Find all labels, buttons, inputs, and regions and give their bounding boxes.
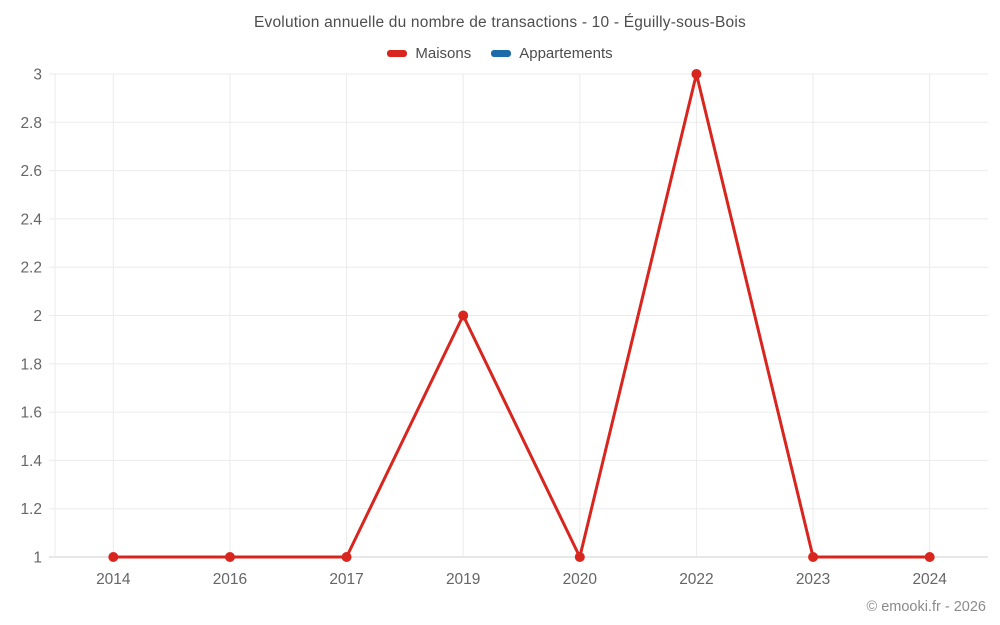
maisons-series-swatch-icon [387, 50, 408, 57]
x-tick-label: 2023 [796, 571, 830, 588]
data-point-marker [691, 69, 702, 79]
y-tick-label: 1 [33, 550, 42, 567]
y-tick-label: 2 [33, 308, 42, 325]
data-point-marker [458, 310, 469, 321]
y-tick-label: 2.8 [20, 115, 42, 132]
x-tick-label: 2020 [563, 571, 598, 588]
x-tick-label: 2016 [213, 571, 247, 588]
y-tick-label: 1.2 [20, 501, 42, 518]
legend-item-maisons[interactable]: Maisons [387, 45, 471, 62]
x-tick-label: 2017 [329, 571, 363, 588]
legend-item-appartements[interactable]: Appartements [491, 45, 613, 62]
legend-label-appartements: Appartements [519, 45, 613, 62]
y-tick-label: 2.6 [20, 163, 42, 180]
y-tick-label: 1.6 [20, 405, 42, 422]
data-point-marker [574, 552, 585, 562]
y-grid-and-labels: 1 1.2 1.4 1.6 1.8 2 2.2 2.4 2.6 2.8 3 [20, 67, 988, 567]
chart-title: Evolution annuelle du nombre de transact… [254, 14, 746, 31]
appartements-series-swatch-icon [491, 50, 512, 57]
y-tick-label: 2.2 [20, 260, 42, 277]
y-tick-label: 2.4 [20, 211, 42, 228]
legend-label-maisons: Maisons [415, 45, 472, 62]
data-point-marker [808, 552, 819, 562]
series-line [111, 72, 932, 559]
y-tick-label: 1.8 [20, 356, 42, 373]
x-tick-label: 2014 [96, 571, 131, 588]
x-grid-and-labels: 2014 2016 2017 2019 2020 2022 2023 2024 [54, 74, 947, 588]
series-maisons [108, 69, 935, 562]
data-point-marker [924, 552, 935, 562]
x-tick-label: 2024 [912, 571, 947, 588]
x-tick-label: 2022 [679, 571, 713, 588]
data-point-marker [341, 552, 352, 562]
x-tick-label: 2019 [446, 571, 480, 588]
copyright-text: © emooki.fr - 2026 [866, 599, 986, 615]
chart-legend: Maisons Appartements [0, 45, 1000, 62]
y-tick-label: 3 [33, 67, 42, 84]
data-point-marker [224, 552, 235, 562]
data-point-marker [108, 552, 119, 562]
y-tick-label: 1.4 [20, 453, 42, 470]
